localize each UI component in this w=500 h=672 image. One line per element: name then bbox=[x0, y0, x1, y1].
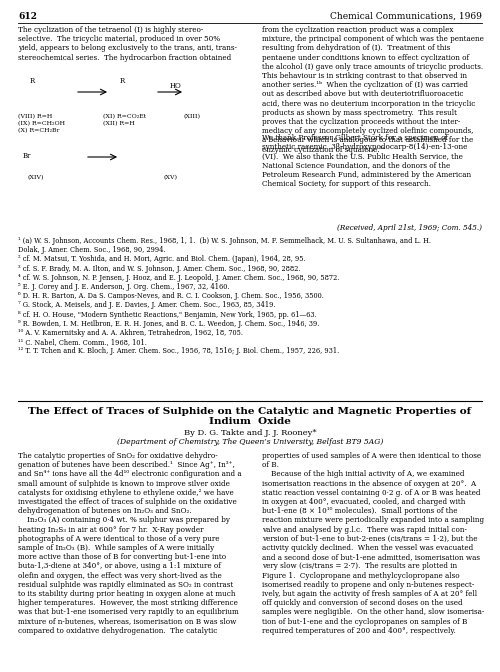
Text: properties of used samples of A were then identical to those
of B.
    Because o: properties of used samples of A were the… bbox=[262, 452, 484, 635]
Text: Indium  Oxide: Indium Oxide bbox=[209, 417, 291, 426]
Text: (XV): (XV) bbox=[163, 175, 177, 180]
Text: Chemical Communications, 1969: Chemical Communications, 1969 bbox=[330, 12, 482, 21]
Text: ¹ (a) W. S. Johnson, Accounts Chem. Res., 1968, 1, 1.  (b) W. S. Johnson, M. F. : ¹ (a) W. S. Johnson, Accounts Chem. Res.… bbox=[18, 237, 431, 355]
Text: The Effect of Traces of Sulphide on the Catalytic and Magnetic Properties of: The Effect of Traces of Sulphide on the … bbox=[28, 407, 471, 416]
Text: The catalytic properties of SnO₂ for oxidative dehydro-
genation of butenes have: The catalytic properties of SnO₂ for oxi… bbox=[18, 452, 242, 635]
Text: (XI) R=CO₂Et: (XI) R=CO₂Et bbox=[103, 114, 146, 119]
Text: from the cyclization reaction product was a complex
mixture, the principal compo: from the cyclization reaction product wa… bbox=[262, 26, 484, 154]
Text: We thank Professor Gilbert Stork for a specimen of
synthetic racemic  3β-hydroxy: We thank Professor Gilbert Stork for a s… bbox=[262, 134, 471, 188]
Text: (XII) R=H: (XII) R=H bbox=[103, 121, 135, 126]
Text: R: R bbox=[120, 77, 125, 85]
Text: Br: Br bbox=[23, 152, 32, 160]
Text: (XIV): (XIV) bbox=[28, 175, 44, 180]
Text: (IX) R=CH₂OH: (IX) R=CH₂OH bbox=[18, 121, 65, 126]
Text: (XIII): (XIII) bbox=[183, 114, 200, 119]
Text: (Received, April 21st, 1969; Com. 545.): (Received, April 21st, 1969; Com. 545.) bbox=[337, 224, 482, 232]
Bar bbox=[18, 69, 240, 184]
Text: 612: 612 bbox=[18, 12, 37, 21]
Text: R: R bbox=[30, 77, 35, 85]
Text: (VIII) R=H: (VIII) R=H bbox=[18, 114, 52, 119]
Text: The cyclization of the tetraenol (I) is highly stereo-
selective.  The tricyclic: The cyclization of the tetraenol (I) is … bbox=[18, 26, 237, 62]
Text: HO: HO bbox=[170, 82, 182, 90]
Text: (Department of Chemistry, The Queen’s University, Belfast BT9 5AG): (Department of Chemistry, The Queen’s Un… bbox=[117, 438, 383, 446]
Text: (X) R=CH₂Br: (X) R=CH₂Br bbox=[18, 128, 59, 133]
Text: By D. G. Takte and J. J. Rooney*: By D. G. Takte and J. J. Rooney* bbox=[184, 429, 316, 437]
